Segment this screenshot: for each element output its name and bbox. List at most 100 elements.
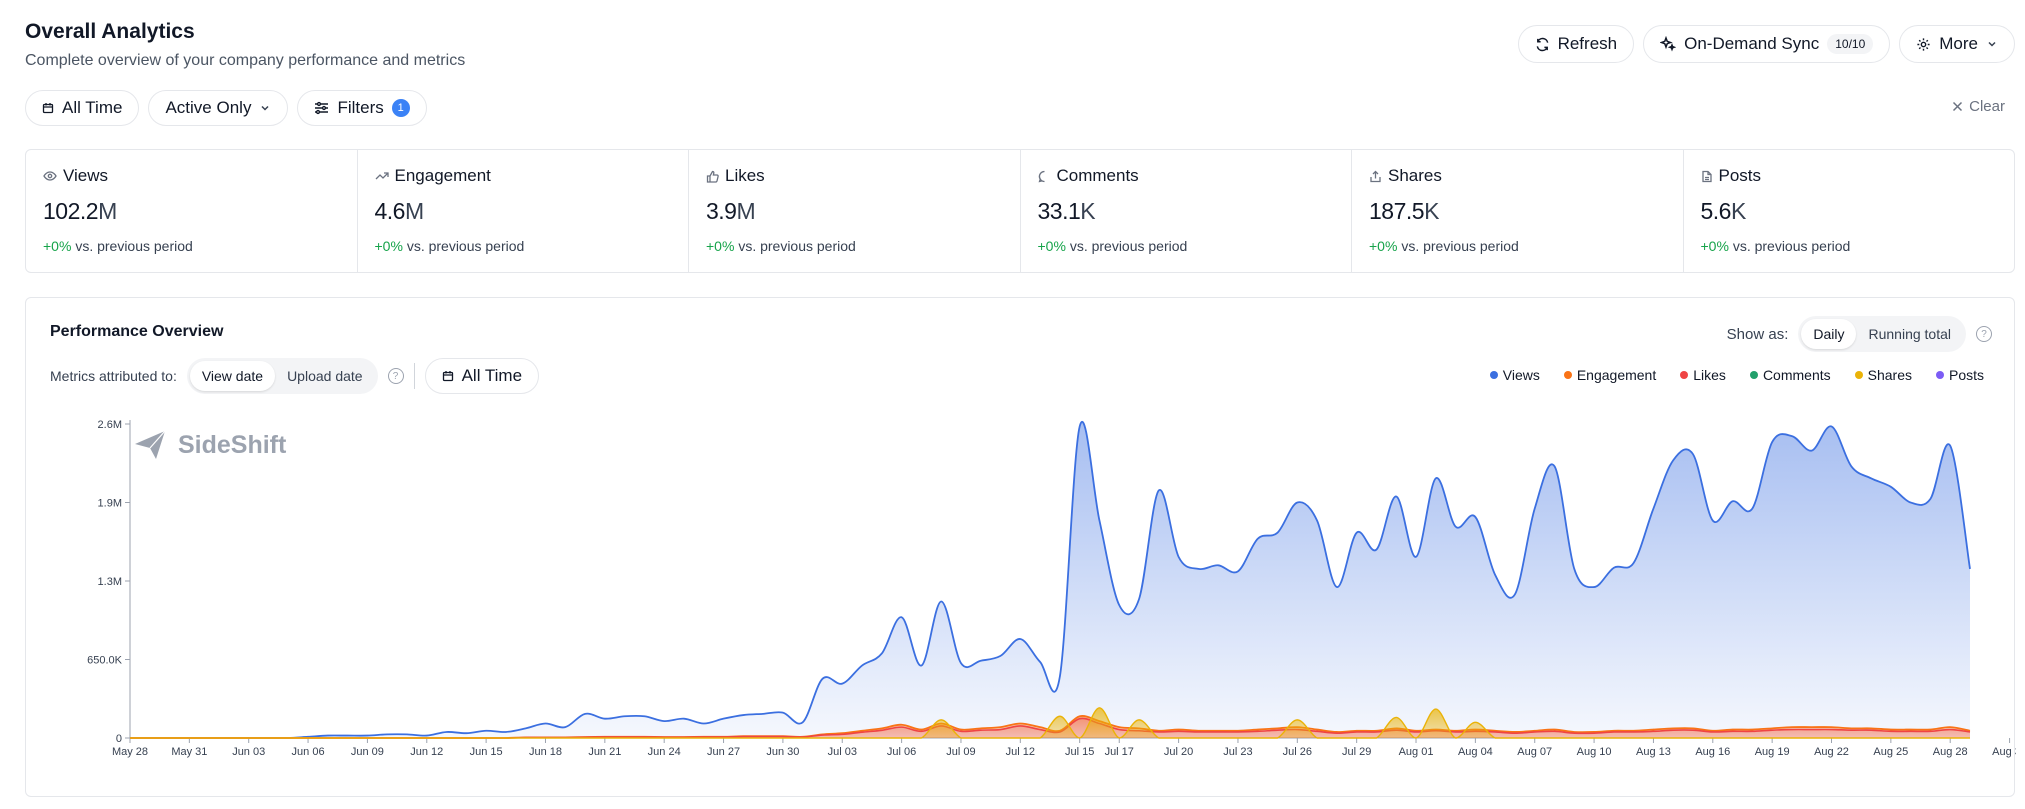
x-tick-label: Jun 06 — [292, 746, 325, 758]
running-total-option[interactable]: Running total — [1868, 326, 1951, 342]
on-demand-sync-button[interactable]: On-Demand Sync 10/10 — [1643, 25, 1891, 63]
legend-item-posts[interactable]: Posts — [1935, 367, 1984, 383]
chart-time-range-button[interactable]: All Time — [424, 358, 540, 394]
y-tick-label: 1.9M — [98, 498, 122, 510]
x-tick-label: Jul 12 — [1006, 746, 1035, 758]
x-tick-label: Aug 01 — [1399, 746, 1434, 758]
x-tick-label: Aug 31 — [1992, 746, 2016, 758]
show-as-control: Show as: Daily Running total ? — [1727, 316, 1992, 352]
x-tick-label: Aug 10 — [1577, 746, 1612, 758]
upload-date-option[interactable]: Upload date — [287, 368, 363, 384]
metric-value: 102.2 — [43, 198, 99, 224]
metric-value: 187.5 — [1369, 198, 1425, 224]
sideshift-watermark: SideShift — [134, 430, 286, 460]
refresh-button[interactable]: Refresh — [1517, 25, 1635, 63]
legend-label: Likes — [1693, 367, 1726, 383]
chart-legend: Views Engagement Likes Comments Shares P… — [1489, 367, 1984, 383]
filters-button[interactable]: Filters 1 — [297, 90, 427, 126]
status-select[interactable]: Active Only — [148, 90, 289, 126]
performance-chart: 0 650.0K 1.3M 1.9M 2.6M May 28 May 31 Jun 03 Jun… — [87, 419, 2016, 758]
x-tick-label: Aug 16 — [1695, 746, 1730, 758]
view-date-option[interactable]: View date — [189, 361, 276, 391]
filters-label: Filters — [337, 98, 384, 117]
x-tick-label: Jul 20 — [1164, 746, 1193, 758]
legend-label: Engagement — [1576, 367, 1657, 383]
x-tick-label: Aug 22 — [1814, 746, 1849, 758]
x-tick-label: Jun 09 — [351, 746, 384, 758]
metric-change-suffix: vs. previous period — [1732, 238, 1851, 254]
series-line-views — [130, 421, 1971, 739]
divider — [413, 363, 415, 389]
thumbs-up-icon — [706, 170, 719, 183]
metric-unit: K — [1730, 198, 1746, 224]
y-tick-label: 650.0K — [87, 655, 123, 667]
metric-card-views: Views 102.2M +0% vs. previous period — [26, 150, 358, 272]
metric-unit: K — [1424, 198, 1439, 224]
paper-plane-icon — [135, 430, 166, 459]
legend-item-shares[interactable]: Shares — [1854, 367, 1912, 383]
legend-item-views[interactable]: Views — [1489, 367, 1540, 383]
x-tick-label: Jun 24 — [648, 746, 681, 758]
metric-label: Engagement — [394, 166, 491, 185]
chart-series — [130, 421, 1971, 739]
legend-label: Posts — [1948, 367, 1984, 383]
x-tick-label: Jul 29 — [1342, 746, 1371, 758]
show-as-label: Show as: — [1726, 325, 1789, 343]
metric-label: Shares — [1388, 166, 1442, 185]
x-tick-label: Jun 15 — [470, 746, 503, 758]
refresh-icon — [1535, 37, 1550, 52]
trend-up-icon — [375, 170, 389, 182]
help-icon[interactable]: ? — [1976, 326, 1992, 342]
sync-label: On-Demand Sync — [1684, 34, 1820, 53]
legend-item-likes[interactable]: Likes — [1680, 367, 1726, 383]
filters-count-badge: 1 — [391, 99, 410, 117]
panel-title: Performance Overview — [50, 323, 224, 340]
metric-label: Comments — [1056, 166, 1139, 185]
x-tick-label: Aug 28 — [1933, 746, 1968, 758]
metric-card-engagement: Engagement 4.6M +0% vs. previous period — [358, 150, 689, 272]
help-icon[interactable]: ? — [387, 368, 404, 384]
legend-item-engagement[interactable]: Engagement — [1563, 367, 1657, 383]
show-as-toggle: Daily Running total — [1798, 316, 1966, 352]
metric-value: 3.9 — [706, 198, 737, 224]
metric-unit: M — [736, 198, 756, 224]
chevron-down-icon — [1986, 38, 1998, 50]
metric-change-suffix: vs. previous period — [738, 238, 856, 254]
page-subtitle: Complete overview of your company perfor… — [25, 52, 466, 69]
page-header: Overall Analytics Complete overview of y… — [25, 18, 465, 70]
calendar-icon — [42, 102, 54, 114]
share-icon — [1369, 170, 1382, 183]
x-tick-label: Jul 17 — [1105, 746, 1134, 758]
legend-item-comments[interactable]: Comments — [1749, 367, 1831, 383]
metric-change-suffix: vs. previous period — [406, 238, 525, 254]
series-line-shares — [130, 707, 1970, 739]
x-tick-label: Jun 18 — [529, 746, 562, 758]
time-range-label: All Time — [62, 98, 123, 117]
more-button[interactable]: More — [1899, 25, 2015, 63]
y-tick-label: 0 — [116, 733, 122, 745]
metric-label: Posts — [1718, 166, 1762, 185]
daily-option[interactable]: Daily — [1801, 319, 1857, 349]
sliders-icon — [314, 101, 329, 115]
attribution-toggle: View date Upload date — [186, 358, 378, 394]
legend-dot — [1680, 371, 1689, 379]
x-tick-label: Jun 21 — [588, 746, 621, 758]
metric-card-comments: Comments 33.1K +0% vs. previous period — [1021, 150, 1352, 272]
legend-dot — [1749, 371, 1758, 379]
metric-value: 33.1 — [1037, 198, 1081, 224]
attribution-control: Metrics attributed to: View date Upload … — [50, 358, 540, 394]
time-range-button[interactable]: All Time — [25, 90, 140, 126]
x-tick-label: Aug 07 — [1517, 746, 1552, 758]
clear-filters-button[interactable]: Clear — [1952, 98, 2005, 115]
metric-card-shares: Shares 187.5K +0% vs. previous period — [1352, 150, 1684, 272]
refresh-label: Refresh — [1557, 34, 1618, 53]
chevron-down-icon — [259, 102, 271, 114]
metric-card-posts: Posts 5.6K +0% vs. previous period — [1684, 150, 2015, 272]
sync-count-badge: 10/10 — [1827, 34, 1874, 54]
metric-change: +0% — [706, 238, 735, 254]
calendar-icon — [442, 370, 454, 382]
clear-label: Clear — [1969, 98, 2005, 115]
metrics-summary: Views 102.2M +0% vs. previous period Eng… — [25, 149, 2015, 273]
metric-label: Likes — [725, 166, 765, 185]
comment-icon — [1038, 170, 1051, 183]
